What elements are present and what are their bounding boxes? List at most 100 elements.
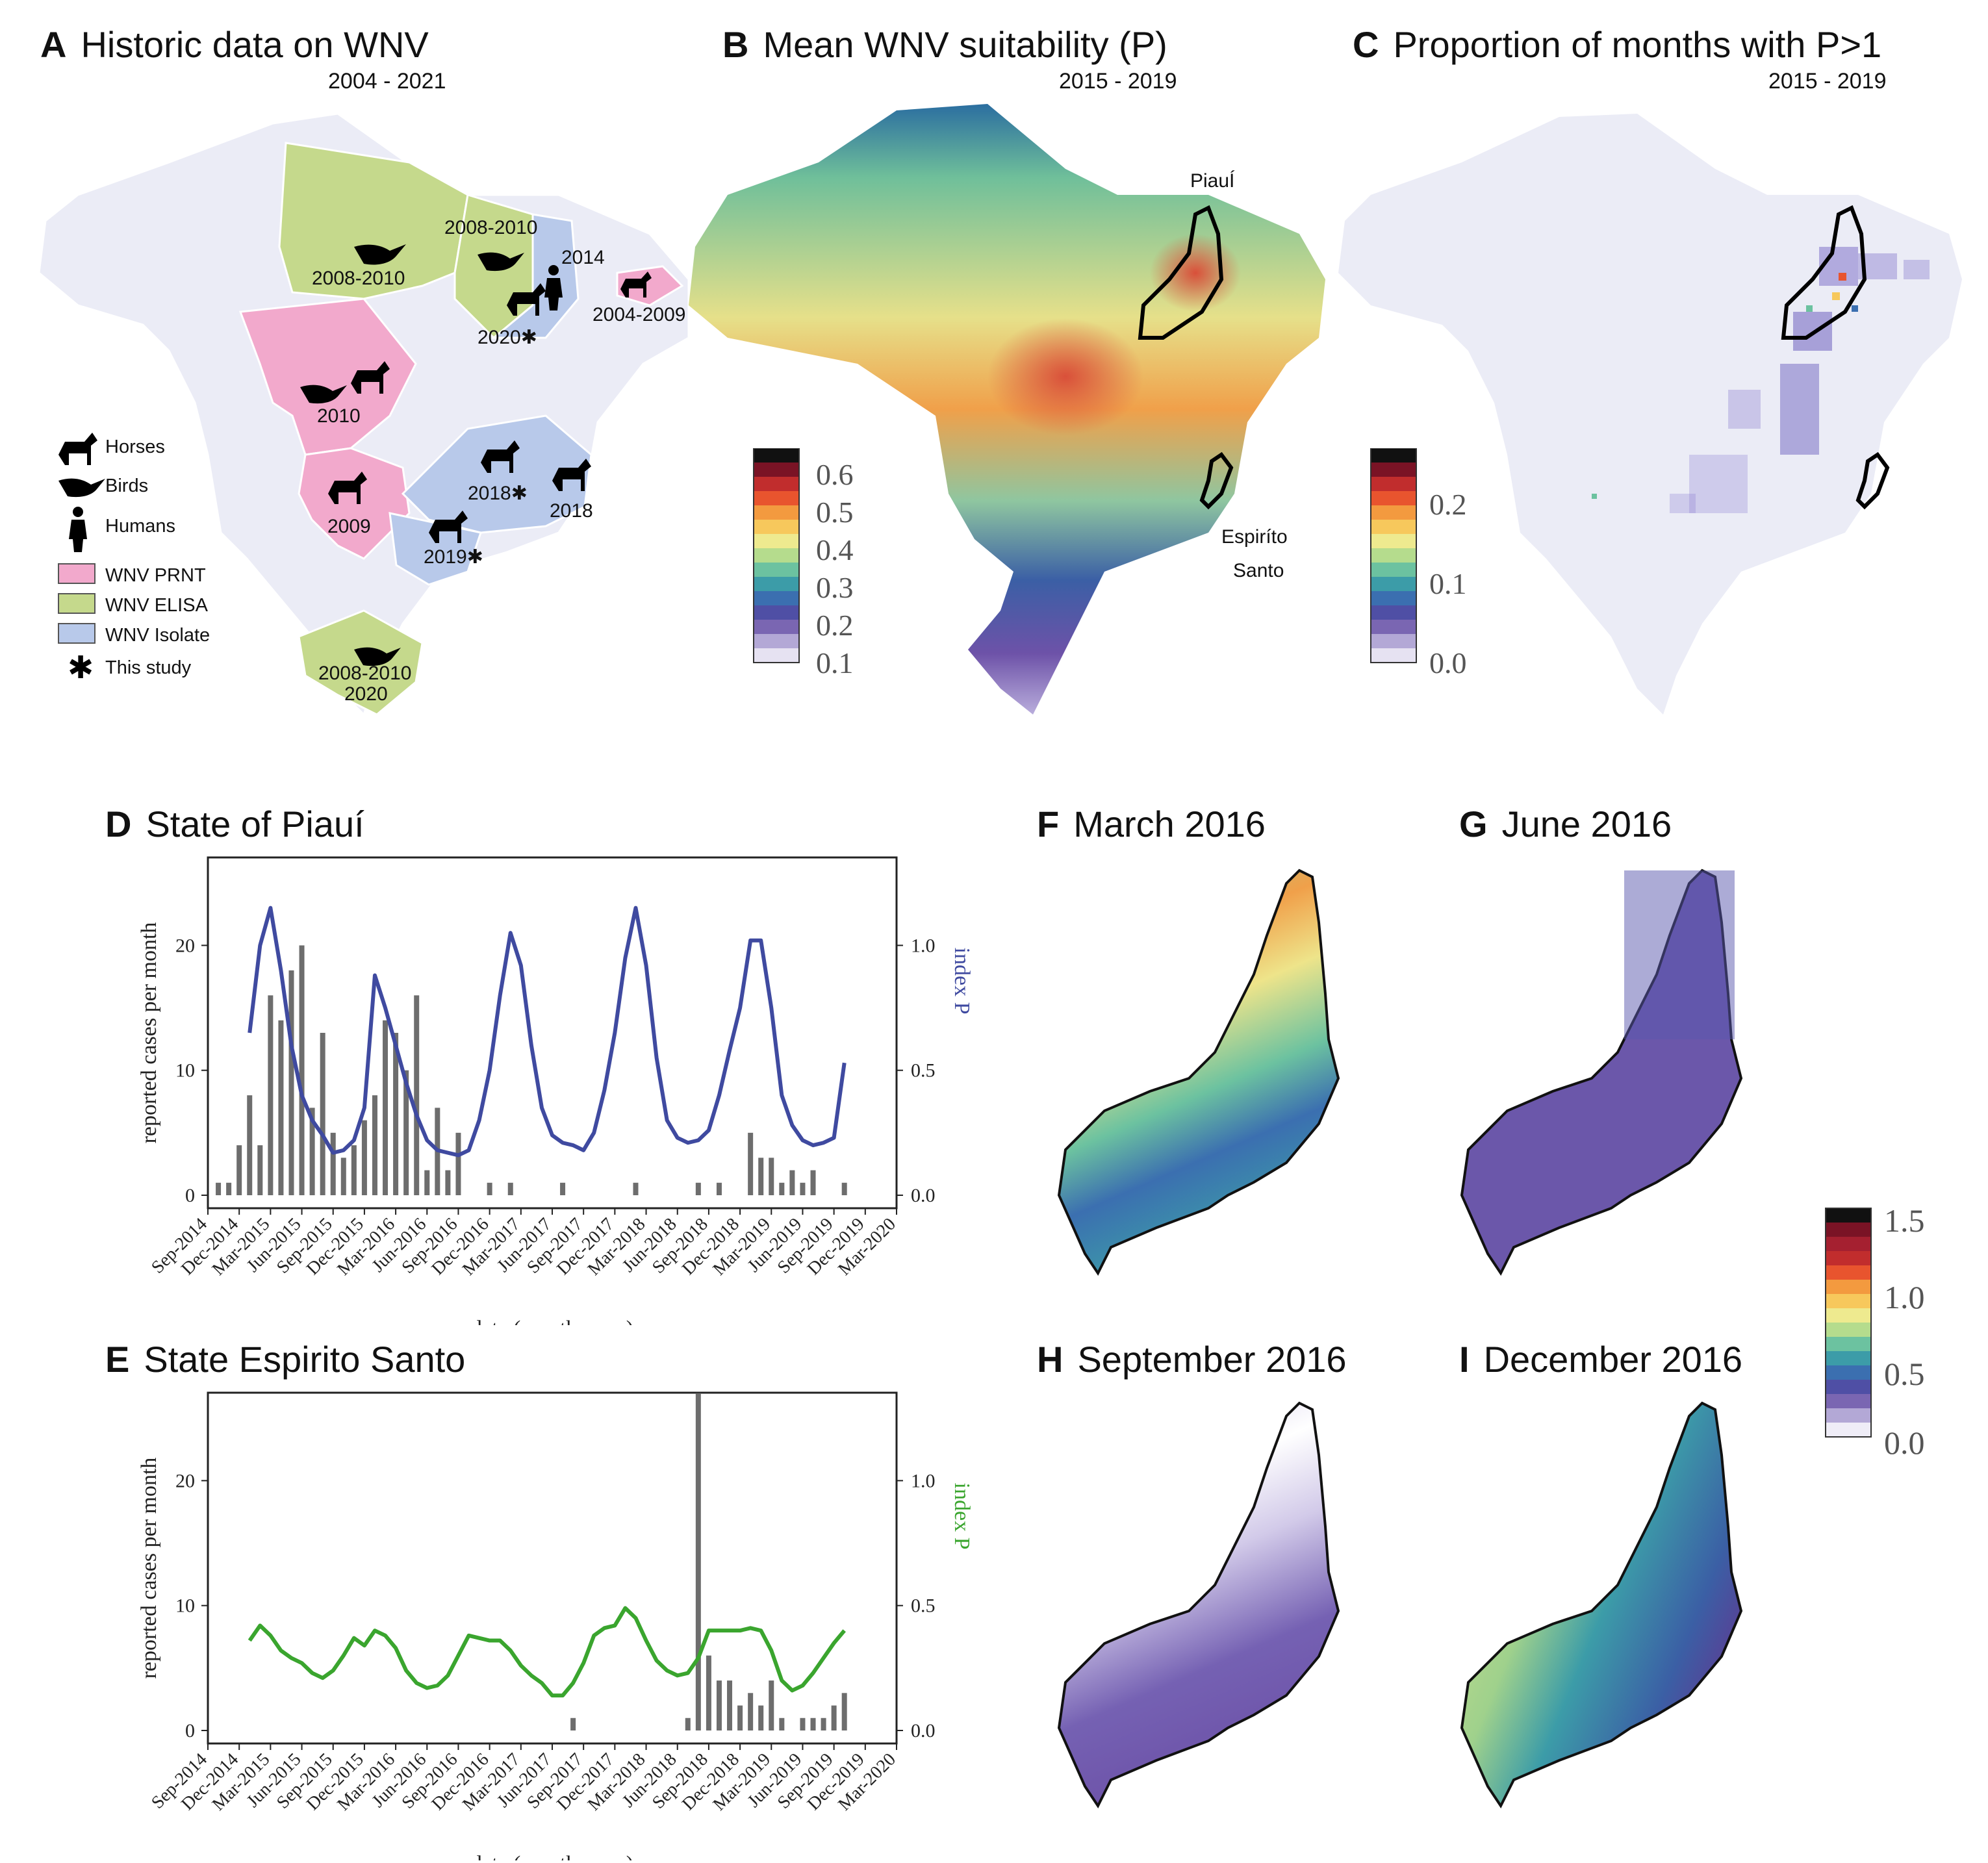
bar xyxy=(779,1717,785,1730)
bird-icon xyxy=(300,385,347,404)
horse-icon xyxy=(351,361,390,394)
y2-tick-label: 0.0 xyxy=(911,1185,936,1206)
x-axis-label: date (month, year) xyxy=(471,1852,633,1860)
y-tick-label: 10 xyxy=(175,1595,195,1617)
cb-swatch xyxy=(1371,463,1416,477)
panel-letter: C xyxy=(1353,24,1379,65)
y2-tick-label: 1.0 xyxy=(911,935,936,956)
cb-swatch xyxy=(1826,1351,1871,1365)
colorbar-b-swatches xyxy=(754,448,799,663)
cb-tick: 0.2 xyxy=(1429,488,1467,521)
cb-swatch xyxy=(754,634,799,648)
bar xyxy=(695,1393,701,1730)
panel-letter: A xyxy=(40,24,67,65)
cb-swatch xyxy=(1371,448,1416,463)
bar xyxy=(789,1170,795,1195)
hotspot xyxy=(988,318,1143,435)
cb-swatch xyxy=(1826,1365,1871,1380)
colorbar-b: 0.6 0.5 0.4 0.3 0.2 0.1 xyxy=(753,448,854,679)
upper-band xyxy=(1624,870,1735,1039)
cb-swatch xyxy=(1826,1308,1871,1323)
panel-letter: E xyxy=(105,1339,130,1380)
cb-tick: 0.6 xyxy=(816,458,854,491)
bar xyxy=(330,1132,336,1195)
scatter-pixels xyxy=(1592,247,1930,513)
bird-icon xyxy=(58,478,105,498)
bar xyxy=(737,1705,743,1730)
map-a-label: 2008-2010 xyxy=(444,217,538,238)
bar xyxy=(758,1705,764,1730)
cb-swatch xyxy=(1371,577,1416,591)
y2-tick-label: 0.5 xyxy=(911,1595,936,1617)
map-a-label: 2008-2010 xyxy=(312,268,405,289)
cb-swatch xyxy=(1826,1265,1871,1280)
label-piaui: PiauÍ xyxy=(1190,170,1235,192)
cb-swatch xyxy=(754,605,799,620)
bar xyxy=(507,1182,513,1195)
horse-icon xyxy=(481,440,520,473)
bar xyxy=(351,1145,357,1195)
map-a-label: 2014 xyxy=(561,247,605,268)
outline-piaui xyxy=(1781,205,1867,340)
bar xyxy=(841,1693,847,1730)
bar xyxy=(769,1680,774,1730)
map-a-label: 2019✱ xyxy=(424,546,483,568)
cb-swatch xyxy=(1371,648,1416,663)
colorbar-fi-swatches xyxy=(1826,1208,1871,1437)
outline-es xyxy=(1855,451,1890,510)
legend-horses: Horses xyxy=(105,437,165,457)
cb-swatch xyxy=(1371,534,1416,548)
horse-icon xyxy=(328,472,367,504)
bar xyxy=(320,1033,325,1195)
panel-title-text: September 2016 xyxy=(1077,1339,1347,1380)
region-elisa-rs xyxy=(298,609,424,716)
bar xyxy=(779,1182,785,1195)
panel-a-years: 2004 - 2021 xyxy=(328,69,446,94)
map-a-label: 2018✱ xyxy=(468,483,528,504)
panel-title-text: June 2016 xyxy=(1501,804,1672,844)
bar xyxy=(393,1033,399,1195)
cb-tick: 0.0 xyxy=(1884,1425,1925,1455)
bar xyxy=(810,1170,816,1195)
bar xyxy=(727,1680,733,1730)
index-p-line xyxy=(248,906,847,1158)
index-p-line xyxy=(248,1606,846,1698)
legend-prnt: WNV PRNT xyxy=(105,565,206,586)
cb-swatch xyxy=(1371,491,1416,505)
cb-swatch xyxy=(754,491,799,505)
cb-swatch xyxy=(1826,1223,1871,1237)
map-a-label: 2008-2010 xyxy=(318,663,412,684)
cb-swatch xyxy=(1371,591,1416,605)
y2-axis-label: index P xyxy=(950,948,974,1015)
label-es-2: Santo xyxy=(1233,560,1284,581)
cb-swatch xyxy=(1826,1337,1871,1351)
cb-swatch xyxy=(754,463,799,477)
cb-swatch xyxy=(1826,1408,1871,1423)
region-prnt-paraiba xyxy=(616,265,684,307)
panel-title-text: December 2016 xyxy=(1483,1339,1743,1380)
cb-swatch xyxy=(754,477,799,491)
bar xyxy=(800,1182,806,1195)
cb-tick: 0.1 xyxy=(1429,567,1467,600)
bar xyxy=(487,1182,492,1195)
panel-h-title: H September 2016 xyxy=(1037,1338,1347,1380)
panel-b-title: B Mean WNV suitability (P) xyxy=(722,23,1167,66)
cb-swatch xyxy=(1371,505,1416,520)
y-axis-label: reported cases per month xyxy=(137,922,161,1144)
colorbar-fi: 1.5 1.0 0.5 0.0 xyxy=(1825,1202,1925,1455)
map-a xyxy=(38,112,690,716)
legend-icons: ✱ xyxy=(58,433,105,685)
cb-tick: 0.1 xyxy=(816,646,854,679)
cb-swatch xyxy=(1371,563,1416,577)
bar xyxy=(810,1717,816,1730)
cb-tick: 0.0 xyxy=(1429,646,1467,679)
outline-es xyxy=(1199,451,1234,510)
legend-this-study: This study xyxy=(105,657,192,678)
horse-icon xyxy=(429,511,468,543)
y2-tick-label: 1.0 xyxy=(911,1470,936,1491)
bar xyxy=(758,1158,764,1195)
cb-swatch xyxy=(1371,605,1416,620)
colorbar-c-swatches xyxy=(1371,448,1416,663)
bar xyxy=(383,1020,389,1195)
outline-piaui xyxy=(1138,205,1224,340)
